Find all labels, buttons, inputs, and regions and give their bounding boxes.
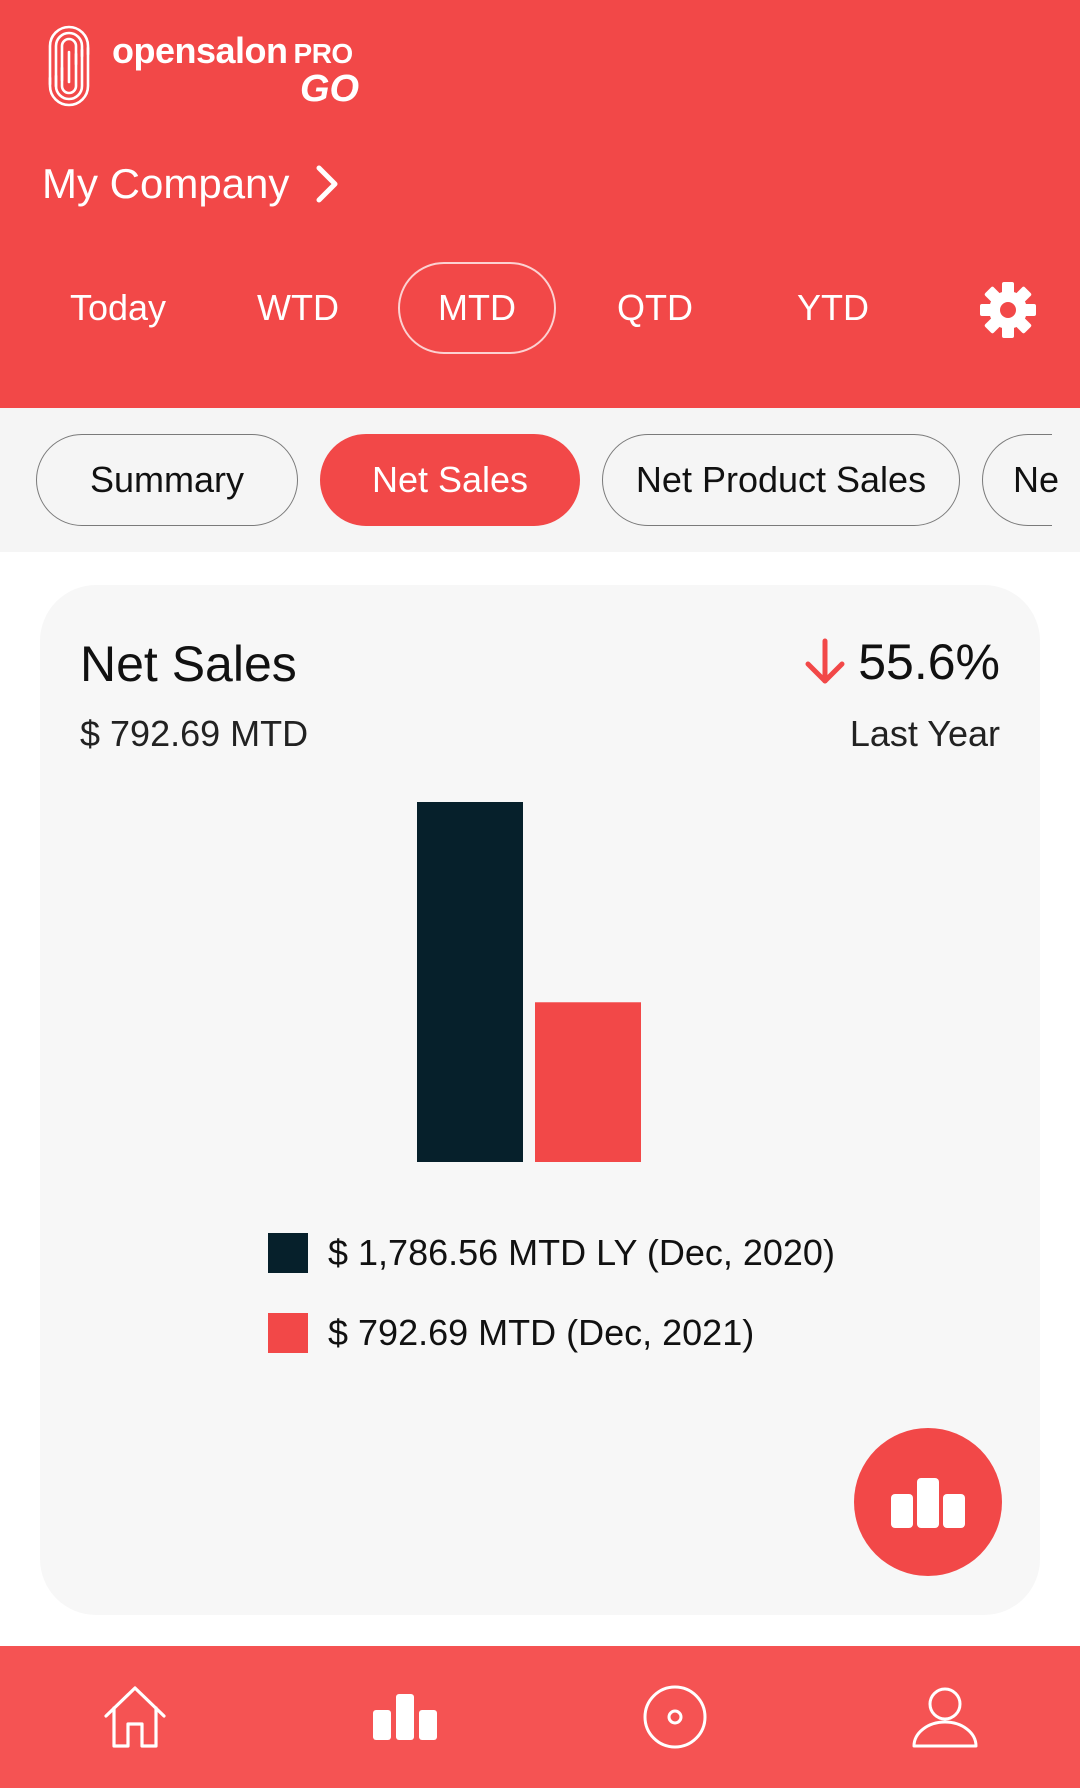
target-icon[interactable] xyxy=(640,1682,710,1752)
legend-item: $ 792.69 MTD (Dec, 2021) xyxy=(268,1312,835,1353)
bar-chart-icon[interactable] xyxy=(370,1682,440,1752)
bottom-nav xyxy=(0,1646,1080,1788)
period-tabs: Today WTD MTD QTD YTD xyxy=(0,262,1080,356)
tab-qtd[interactable]: QTD xyxy=(617,287,693,328)
compare-label: Last Year xyxy=(849,713,1000,754)
tab-today[interactable]: Today xyxy=(69,287,167,328)
logo-text: opensalon PRO xyxy=(112,30,354,71)
company-label: My Company xyxy=(42,160,290,207)
header: opensalon PRO GO My Company Today WTD MTD… xyxy=(0,0,1080,408)
chevron-right-icon xyxy=(316,165,338,203)
bar-current xyxy=(535,1002,641,1162)
category-chips: Summary Net Sales Net Product Sales Ne xyxy=(0,408,1080,552)
company-selector[interactable]: My Company xyxy=(42,160,341,208)
chip-summary[interactable]: Summary xyxy=(36,434,298,526)
bar-chart-icon xyxy=(891,1478,965,1528)
tab-mtd[interactable]: MTD xyxy=(398,262,556,354)
tab-ytd[interactable]: YTD xyxy=(797,287,869,328)
gear-icon[interactable] xyxy=(980,282,1036,338)
chart-toggle-button[interactable] xyxy=(854,1428,1002,1576)
tab-wtd[interactable]: WTD xyxy=(257,287,339,328)
change-value: 55.6% xyxy=(858,634,1000,690)
chip-net-sales[interactable]: Net Sales xyxy=(320,434,580,526)
user-icon[interactable] xyxy=(910,1682,980,1752)
legend-swatch-current xyxy=(268,1313,308,1353)
logo-pro: PRO xyxy=(293,38,354,69)
home-icon[interactable] xyxy=(100,1682,170,1752)
chip-partial[interactable]: Ne xyxy=(982,434,1059,526)
card-subtitle: $ 792.69 MTD xyxy=(80,713,309,754)
chart-legend: $ 1,786.56 MTD LY (Dec, 2020) $ 792.69 M… xyxy=(268,1232,835,1393)
legend-text-current: $ 792.69 MTD (Dec, 2021) xyxy=(328,1312,755,1353)
legend-text-ly: $ 1,786.56 MTD LY (Dec, 2020) xyxy=(328,1232,835,1273)
logo-go: GO xyxy=(300,68,360,110)
net-sales-card: Net Sales $ 792.69 MTD 55.6% Last Year $… xyxy=(40,585,1040,1615)
chip-net-product-sales[interactable]: Net Product Sales xyxy=(602,434,960,526)
bar-last-year xyxy=(417,802,523,1162)
logo-mark-icon xyxy=(48,25,90,107)
bar-chart xyxy=(417,802,641,1162)
legend-item: $ 1,786.56 MTD LY (Dec, 2020) xyxy=(268,1232,835,1273)
legend-swatch-ly xyxy=(268,1233,308,1273)
logo: opensalon PRO GO xyxy=(40,24,370,114)
card-title: Net Sales xyxy=(80,636,297,692)
arrow-down-icon xyxy=(805,638,845,684)
change-indicator: 55.6% xyxy=(804,633,1000,691)
